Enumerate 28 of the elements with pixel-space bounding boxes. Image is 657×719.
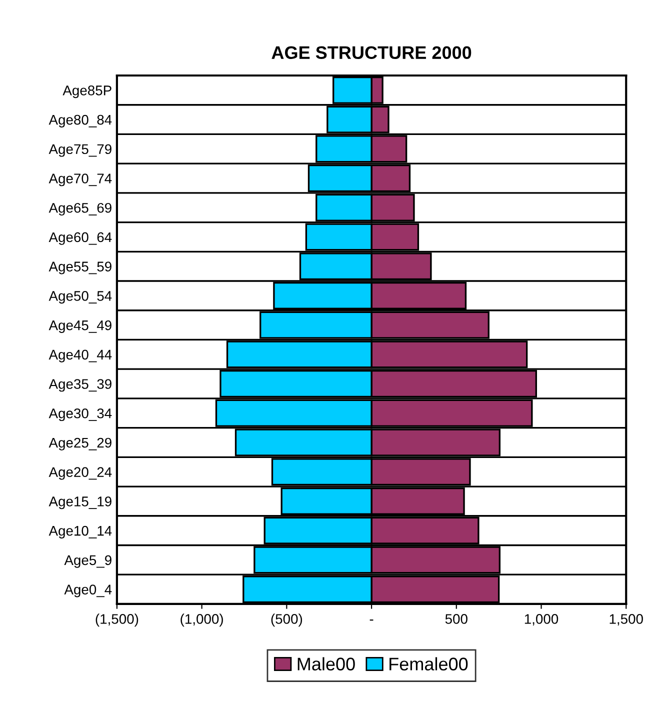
y-tick-label: Age40_44 xyxy=(48,350,112,362)
x-tick-label: - xyxy=(370,620,374,621)
y-tick-label: Age25_29 xyxy=(48,438,112,450)
x-tick-label: (500) xyxy=(271,614,302,627)
legend-label: Male00 xyxy=(298,657,355,670)
y-tick-label: Age20_24 xyxy=(48,467,112,480)
y-tick-label: Age0_4 xyxy=(64,584,112,598)
x-tick-label: (1,500) xyxy=(96,614,138,627)
y-tick-label: Age15_19 xyxy=(48,496,112,510)
y-tick-label: Age30_34 xyxy=(48,408,112,422)
y-tick-label: Age50_54 xyxy=(48,291,112,304)
y-tick-label: Age5_9 xyxy=(64,555,112,568)
y-tick-label: Age75_79 xyxy=(48,144,112,157)
x-tick-label: 1,000 xyxy=(524,614,558,626)
chart-title: AGE STRUCTURE 2000 xyxy=(272,46,472,60)
legend-label: Female00 xyxy=(390,657,468,670)
y-tick-label: Age55_59 xyxy=(48,262,112,274)
y-tick-label: Age45_49 xyxy=(48,320,112,333)
x-tick-label: 500 xyxy=(445,614,468,624)
y-tick-label: Age65_69 xyxy=(48,202,112,216)
y-tick-label: Age10_14 xyxy=(48,526,112,538)
x-tick-label: 1,500 xyxy=(610,614,643,626)
x-tick-label: (1,000) xyxy=(180,614,223,627)
y-tick-label: Age60_64 xyxy=(48,232,112,245)
y-tick-label: Age70_74 xyxy=(48,174,112,186)
y-tick-label: Age85P xyxy=(62,86,112,98)
y-tick-label: Age35_39 xyxy=(48,379,112,392)
y-tick-label: Age80_84 xyxy=(48,114,112,128)
